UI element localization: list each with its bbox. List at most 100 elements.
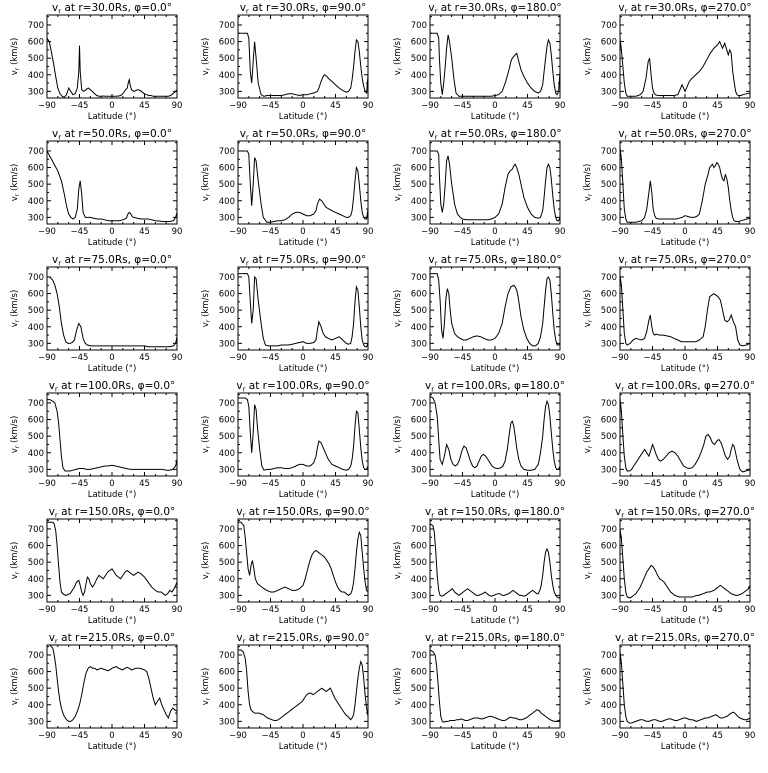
x-tick-label: −45 — [71, 605, 89, 615]
y-tick-label: 700 — [411, 147, 427, 157]
x-tick-label: 45 — [712, 353, 723, 363]
y-tick-label: 400 — [411, 701, 427, 711]
series-line — [430, 523, 560, 599]
y-tick-label: 400 — [28, 701, 44, 711]
series-line — [620, 275, 750, 347]
x-tick-label: 0 — [492, 479, 497, 489]
y-tick-label: 500 — [28, 558, 44, 568]
x-tick-label: 90 — [745, 605, 756, 615]
panel-r30.0-phi270.0: vr at r=30.0Rs, φ=270.0° −90 −45 0 45 90 300 40… — [583, 2, 755, 122]
plot-frame — [237, 392, 369, 477]
y-tick-label: 400 — [411, 323, 427, 333]
x-axis-label: Latitude (°) — [661, 616, 710, 626]
y-axis-label: vr (km/s) — [393, 668, 404, 706]
y-tick-label: 600 — [411, 290, 427, 300]
y-tick-label: 400 — [601, 71, 617, 81]
y-tick-label: 600 — [601, 542, 617, 552]
x-tick-label: 0 — [492, 353, 497, 363]
x-tick-label: 45 — [522, 227, 533, 237]
x-axis-label: Latitude (°) — [661, 238, 710, 248]
y-tick-label: 600 — [601, 164, 617, 174]
x-tick-label: 0 — [300, 101, 305, 111]
plot-frame — [237, 266, 369, 351]
x-tick-label: −45 — [71, 353, 89, 363]
y-tick-label: 300 — [28, 213, 44, 223]
x-tick-label: −45 — [644, 353, 662, 363]
y-tick-label: 300 — [601, 87, 617, 97]
panel-title: vr at r=30.0Rs, φ=270.0° — [618, 2, 751, 16]
series-line — [47, 521, 177, 597]
y-axis-label: vr (km/s) — [201, 164, 212, 202]
series-line — [430, 273, 560, 347]
y-tick-label: 600 — [219, 542, 235, 552]
panel-title: vr at r=100.0Rs, φ=0.0° — [49, 380, 176, 394]
y-tick-label: 600 — [28, 164, 44, 174]
y-axis-label: vr (km/s) — [201, 290, 212, 328]
x-axis-label: Latitude (°) — [88, 616, 137, 626]
y-tick-label: 500 — [601, 180, 617, 190]
panel-title: vr at r=50.0Rs, φ=0.0° — [52, 128, 172, 142]
plot-frame — [237, 140, 369, 225]
y-tick-label: 500 — [219, 180, 235, 190]
y-tick-label: 500 — [28, 432, 44, 442]
y-axis-label: vr (km/s) — [10, 416, 21, 454]
x-tick-label: 90 — [555, 353, 566, 363]
y-tick-label: 600 — [411, 416, 427, 426]
x-tick-label: 0 — [109, 605, 114, 615]
x-tick-label: −90 — [38, 605, 56, 615]
x-axis-label: Latitude (°) — [279, 742, 328, 752]
x-tick-label: −45 — [262, 605, 280, 615]
x-tick-label: −45 — [644, 731, 662, 741]
x-axis-label: Latitude (°) — [88, 742, 137, 752]
x-tick-label: 0 — [300, 731, 305, 741]
plot-frame — [429, 14, 561, 99]
plot-frame — [46, 140, 178, 225]
series-line — [47, 276, 177, 348]
plot-frame — [46, 14, 178, 99]
y-tick-label: 500 — [601, 432, 617, 442]
x-axis-label: Latitude (°) — [88, 490, 137, 500]
x-tick-label: −45 — [454, 731, 472, 741]
x-tick-label: 0 — [109, 353, 114, 363]
x-tick-label: 90 — [172, 227, 183, 237]
x-tick-label: −90 — [229, 227, 247, 237]
y-tick-label: 600 — [28, 290, 44, 300]
x-tick-label: 45 — [330, 605, 341, 615]
x-tick-label: −90 — [229, 605, 247, 615]
x-tick-label: 45 — [522, 479, 533, 489]
x-tick-label: −90 — [421, 101, 439, 111]
series-line — [430, 150, 560, 222]
panel-r150.0-phi270.0: vr at r=150.0Rs, φ=270.0° −90 −45 0 45 90 300 4… — [583, 506, 755, 626]
y-tick-label: 400 — [411, 449, 427, 459]
y-tick-label: 300 — [411, 339, 427, 349]
x-tick-label: −45 — [262, 479, 280, 489]
x-tick-label: 90 — [745, 101, 756, 111]
y-axis-label: vr (km/s) — [10, 542, 21, 580]
panel-title: vr at r=100.0Rs, φ=270.0° — [615, 380, 755, 394]
x-tick-label: 45 — [139, 731, 150, 741]
x-tick-label: 0 — [492, 605, 497, 615]
panel-r100.0-phi180.0: vr at r=100.0Rs, φ=180.0° −90 −45 0 45 90 300 4… — [393, 380, 565, 500]
panel-title: vr at r=150.0Rs, φ=90.0° — [236, 506, 369, 520]
y-tick-label: 500 — [28, 684, 44, 694]
x-axis-label: Latitude (°) — [471, 364, 520, 374]
x-tick-label: −90 — [421, 353, 439, 363]
y-tick-label: 500 — [219, 54, 235, 64]
y-tick-label: 500 — [601, 684, 617, 694]
series-line — [238, 397, 368, 471]
x-axis-label: Latitude (°) — [279, 490, 328, 500]
x-tick-label: 45 — [712, 731, 723, 741]
series-line — [620, 147, 750, 223]
y-tick-label: 400 — [219, 197, 235, 207]
y-tick-label: 300 — [219, 213, 235, 223]
y-tick-label: 300 — [601, 213, 617, 223]
y-tick-label: 400 — [411, 575, 427, 585]
y-tick-label: 300 — [601, 339, 617, 349]
x-tick-label: −45 — [454, 227, 472, 237]
y-axis-label: vr (km/s) — [10, 38, 21, 76]
panel-r75.0-phi90.0: vr at r=75.0Rs, φ=90.0° −90 −45 0 45 90 300 400… — [201, 254, 373, 374]
panel-title: vr at r=150.0Rs, φ=270.0° — [615, 506, 755, 520]
x-tick-label: −90 — [421, 731, 439, 741]
y-axis-label: vr (km/s) — [393, 38, 404, 76]
x-axis-label: Latitude (°) — [88, 238, 137, 248]
